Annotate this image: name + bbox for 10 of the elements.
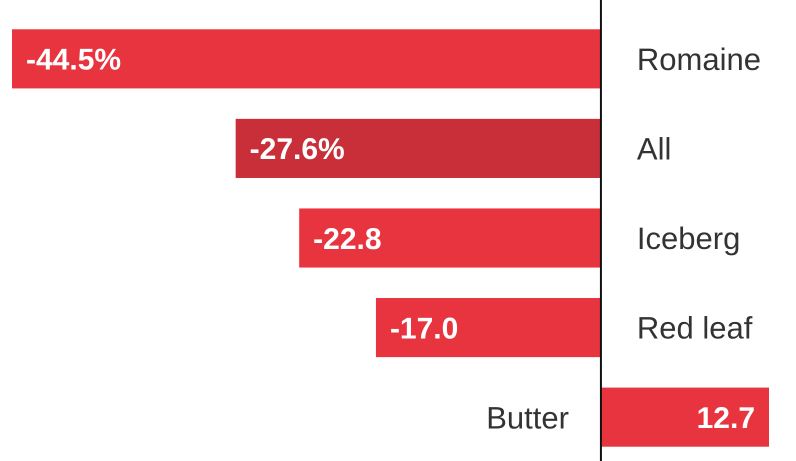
data-label: -17.0	[390, 312, 458, 346]
y-tick-label: Butter	[486, 400, 569, 436]
data-label: -27.6%	[250, 133, 345, 166]
y-tick-label: Iceberg	[636, 221, 740, 256]
data-label: 12.7	[696, 402, 755, 435]
data-label: -22.8	[313, 222, 382, 256]
y-tick-label: All	[636, 132, 672, 167]
data-label: -44.5%	[26, 44, 122, 77]
y-tick-label: Romaine	[636, 42, 761, 78]
y-tick-label: Red leaf	[636, 310, 753, 346]
